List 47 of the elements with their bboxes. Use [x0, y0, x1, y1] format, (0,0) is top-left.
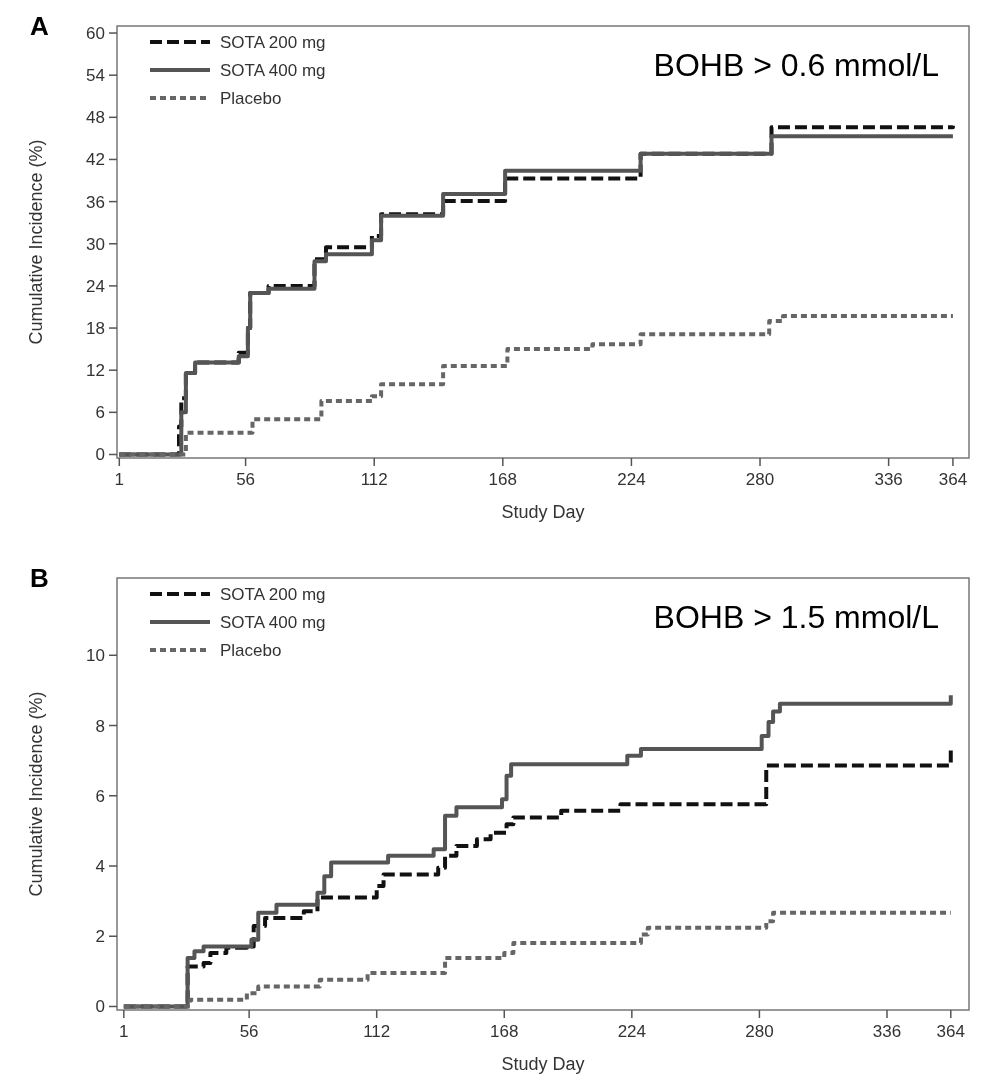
- x-axis-title: Study Day: [501, 502, 585, 522]
- y-tick-label: 36: [86, 192, 105, 212]
- y-tick-label: 8: [95, 716, 105, 736]
- x-tick-label: 56: [239, 1022, 259, 1041]
- x-tick-label: 56: [236, 470, 256, 489]
- x-tick-label: 364: [936, 1022, 965, 1041]
- y-tick-label: 54: [86, 66, 105, 86]
- chart-title: A: [30, 11, 49, 41]
- legend-label: SOTA 400 mg: [220, 613, 326, 632]
- legend-label: Placebo: [220, 89, 282, 108]
- y-tick-label: 0: [95, 445, 105, 465]
- x-tick-label: 224: [617, 470, 646, 489]
- chart-title: B: [30, 563, 49, 593]
- x-tick-label: 168: [490, 1022, 519, 1041]
- x-tick-label: 112: [360, 470, 388, 489]
- annotation: BOHB > 1.5 mmol/L: [653, 599, 939, 635]
- y-tick-label: 42: [86, 150, 105, 170]
- x-tick-label: 280: [745, 1022, 774, 1041]
- annotation: BOHB > 0.6 mmol/L: [653, 47, 939, 83]
- y-axis-title: Cumulative Incidence (%): [26, 139, 46, 345]
- x-tick-label: 112: [363, 1022, 391, 1041]
- y-tick-label: 10: [86, 646, 105, 666]
- y-tick-label: 18: [86, 319, 105, 339]
- y-axis-title: Cumulative Incidence (%): [26, 691, 46, 897]
- legend-label: SOTA 200 mg: [220, 585, 326, 604]
- legend-label: SOTA 200 mg: [220, 33, 326, 52]
- y-tick-label: 12: [86, 361, 105, 381]
- y-tick-label: 6: [95, 403, 105, 423]
- x-tick-label: 1: [119, 1022, 129, 1041]
- x-tick-label: 168: [488, 470, 517, 489]
- x-tick-label: 224: [617, 1022, 647, 1041]
- y-tick-label: 30: [86, 234, 105, 254]
- y-tick-label: 24: [86, 276, 105, 296]
- y-tick-label: 48: [86, 108, 105, 128]
- x-tick-label: 364: [938, 470, 968, 489]
- y-tick-label: 4: [95, 857, 105, 876]
- x-axis-title: Study Day: [501, 1054, 585, 1074]
- y-tick-label: 0: [95, 997, 105, 1017]
- x-tick-label: 336: [872, 1022, 902, 1041]
- legend-label: Placebo: [220, 641, 282, 660]
- x-tick-label: 1: [114, 470, 125, 489]
- y-tick-label: 60: [86, 24, 105, 44]
- legend-label: SOTA 400 mg: [220, 61, 326, 80]
- x-tick-label: 336: [874, 470, 903, 489]
- x-tick-label: 280: [745, 470, 775, 489]
- y-tick-label: 6: [95, 786, 105, 806]
- y-tick-label: 2: [95, 927, 105, 947]
